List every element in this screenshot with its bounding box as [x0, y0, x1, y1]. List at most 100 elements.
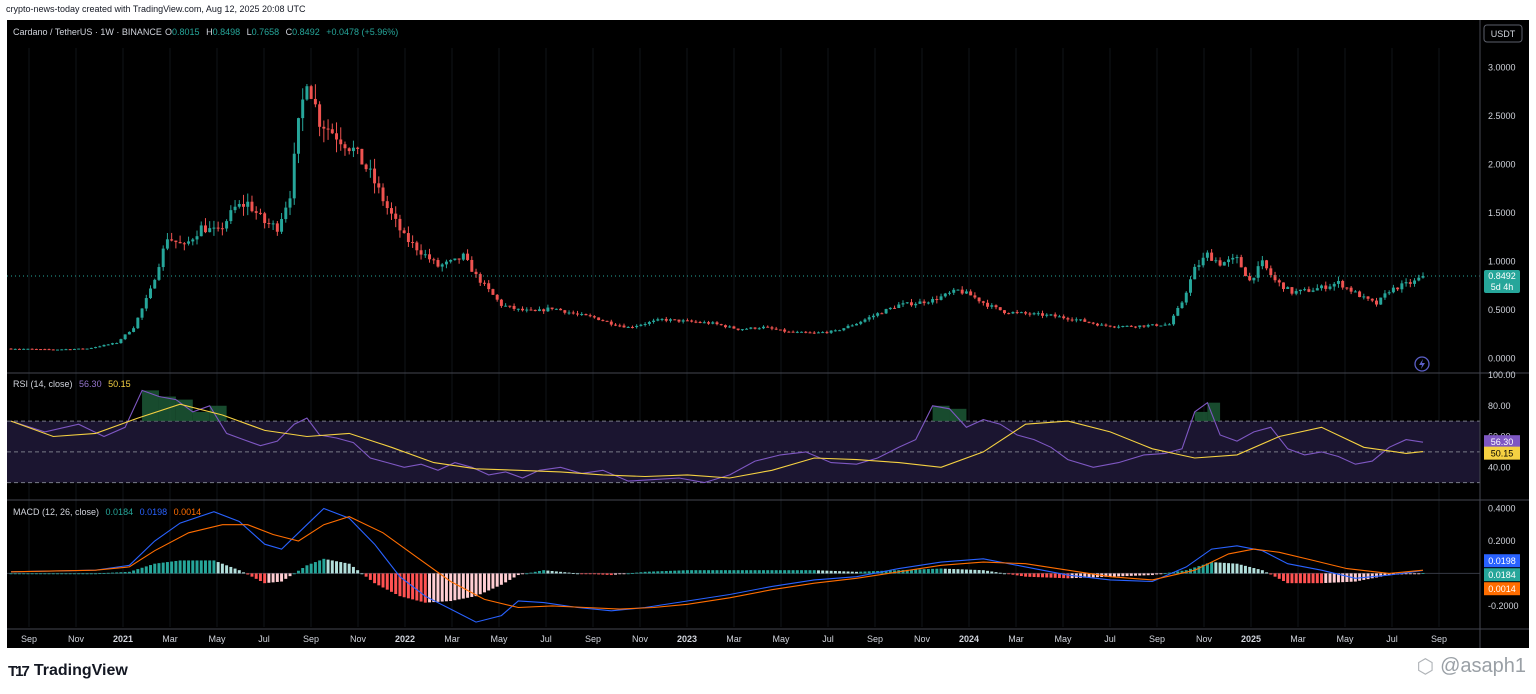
- chart-svg[interactable]: 3.0000 2.5000 2.0000 1.5000 1.0000 0.5000 0.00…: [7, 20, 1529, 648]
- histogram-bar: [1091, 573, 1095, 578]
- histogram-bar: [905, 569, 909, 574]
- histogram-bar: [580, 573, 584, 575]
- histogram-bar: [981, 570, 985, 574]
- histogram-bar: [444, 573, 448, 602]
- candle-body: [998, 307, 1002, 311]
- candle-body: [191, 239, 195, 242]
- tradingview-logo-text: TradingView: [33, 662, 128, 679]
- histogram-bar: [871, 571, 875, 574]
- histogram-bar: [584, 573, 588, 575]
- histogram-bar: [1180, 570, 1184, 574]
- candle-body: [778, 329, 782, 331]
- histogram-bar: [964, 569, 968, 574]
- histogram-bar: [901, 570, 905, 574]
- candle-body: [1332, 283, 1336, 287]
- histogram-bar: [525, 573, 529, 575]
- candle-body: [1015, 312, 1019, 314]
- histogram-bar: [1341, 573, 1345, 583]
- chart-frame[interactable]: 3.0000 2.5000 2.0000 1.5000 1.0000 0.5000 0.00…: [7, 20, 1529, 648]
- histogram-bar: [1328, 573, 1332, 583]
- change-value: +0.0478 (+5.96%): [326, 27, 398, 37]
- rsi-line: [10, 389, 1424, 484]
- histogram-bar: [1265, 572, 1269, 574]
- candle-body: [466, 253, 470, 260]
- histogram-bar: [694, 570, 698, 574]
- currency-button-label[interactable]: USDT: [1491, 29, 1516, 39]
- candle-body: [389, 208, 393, 214]
- histogram-bar: [1167, 572, 1171, 574]
- candle-body: [1383, 293, 1387, 298]
- candle-body: [216, 227, 220, 229]
- candle-body: [34, 348, 38, 350]
- histogram-bar: [952, 569, 956, 574]
- histogram-bar: [153, 563, 157, 574]
- histogram-bar: [254, 573, 258, 579]
- histogram-bar: [406, 573, 410, 599]
- candle-body: [85, 348, 89, 350]
- axes: 3.0000 2.5000 2.0000 1.5000 1.0000 0.5000 0.00…: [7, 20, 1529, 648]
- candle-body: [1290, 287, 1294, 294]
- histogram-bar: [745, 570, 749, 574]
- histogram-bar: [309, 563, 313, 574]
- histogram-bar: [495, 573, 499, 587]
- low-value: 0.7658: [252, 27, 280, 37]
- histogram-bar: [1366, 573, 1370, 580]
- grid-lines: [28, 48, 1440, 627]
- histogram-bar: [576, 573, 579, 575]
- candle-body: [258, 212, 262, 214]
- histogram-bar: [1294, 573, 1298, 584]
- candle-body: [698, 322, 702, 324]
- candle-body: [288, 198, 292, 208]
- histogram-bar: [313, 562, 317, 574]
- candle-body: [309, 86, 313, 99]
- histogram-bar: [22, 573, 26, 575]
- histogram-bar: [571, 573, 575, 574]
- lightning-icon[interactable]: [1414, 356, 1430, 372]
- candle-body: [77, 348, 81, 350]
- histogram-bar: [1282, 573, 1285, 582]
- histogram-bar: [652, 571, 656, 574]
- histogram-bar: [466, 573, 470, 598]
- histogram-bar: [1146, 573, 1150, 576]
- candle-body: [740, 329, 744, 331]
- histogram-bar: [863, 571, 867, 574]
- histogram-bar: [681, 570, 685, 574]
- candle-body: [1057, 316, 1061, 318]
- histogram-bar: [149, 565, 152, 574]
- candle-body: [237, 203, 241, 207]
- histogram-bar: [1345, 573, 1349, 582]
- histogram-bar: [643, 571, 647, 574]
- candle-body: [1387, 292, 1391, 294]
- histogram-bar: [740, 570, 744, 574]
- histogram-bar: [132, 570, 136, 574]
- histogram-bar: [144, 566, 148, 574]
- histogram-bar: [588, 573, 592, 575]
- candle-body: [622, 325, 626, 328]
- histogram-bar: [212, 560, 216, 574]
- candle-body: [1176, 307, 1180, 316]
- time-axis-tick: Sep: [21, 634, 37, 644]
- histogram-bar: [43, 573, 47, 575]
- histogram-bar: [263, 573, 267, 584]
- histogram-bar: [1290, 573, 1294, 584]
- histogram-bar: [715, 570, 719, 574]
- histogram-bar: [1421, 573, 1425, 575]
- candle-body: [990, 305, 994, 307]
- candle-body: [1155, 324, 1159, 326]
- currency-button[interactable]: USDT: [1483, 24, 1523, 43]
- histogram-bar: [592, 573, 596, 575]
- histogram-bar: [909, 569, 913, 574]
- candle-body: [335, 133, 339, 140]
- candle-body: [977, 297, 981, 302]
- candle-body: [774, 328, 778, 330]
- histogram-bar: [1032, 573, 1036, 577]
- candle-body: [1273, 275, 1277, 281]
- candle-body: [1125, 325, 1129, 327]
- tradingview-logo[interactable]: T17 TradingView: [8, 662, 128, 680]
- candle-body: [1045, 314, 1049, 316]
- histogram-bar: [470, 573, 474, 597]
- candle-body: [1112, 326, 1116, 328]
- macd-axis-tick: 0.2000: [1488, 536, 1516, 546]
- candle-body: [800, 331, 804, 333]
- candle-body: [212, 227, 216, 229]
